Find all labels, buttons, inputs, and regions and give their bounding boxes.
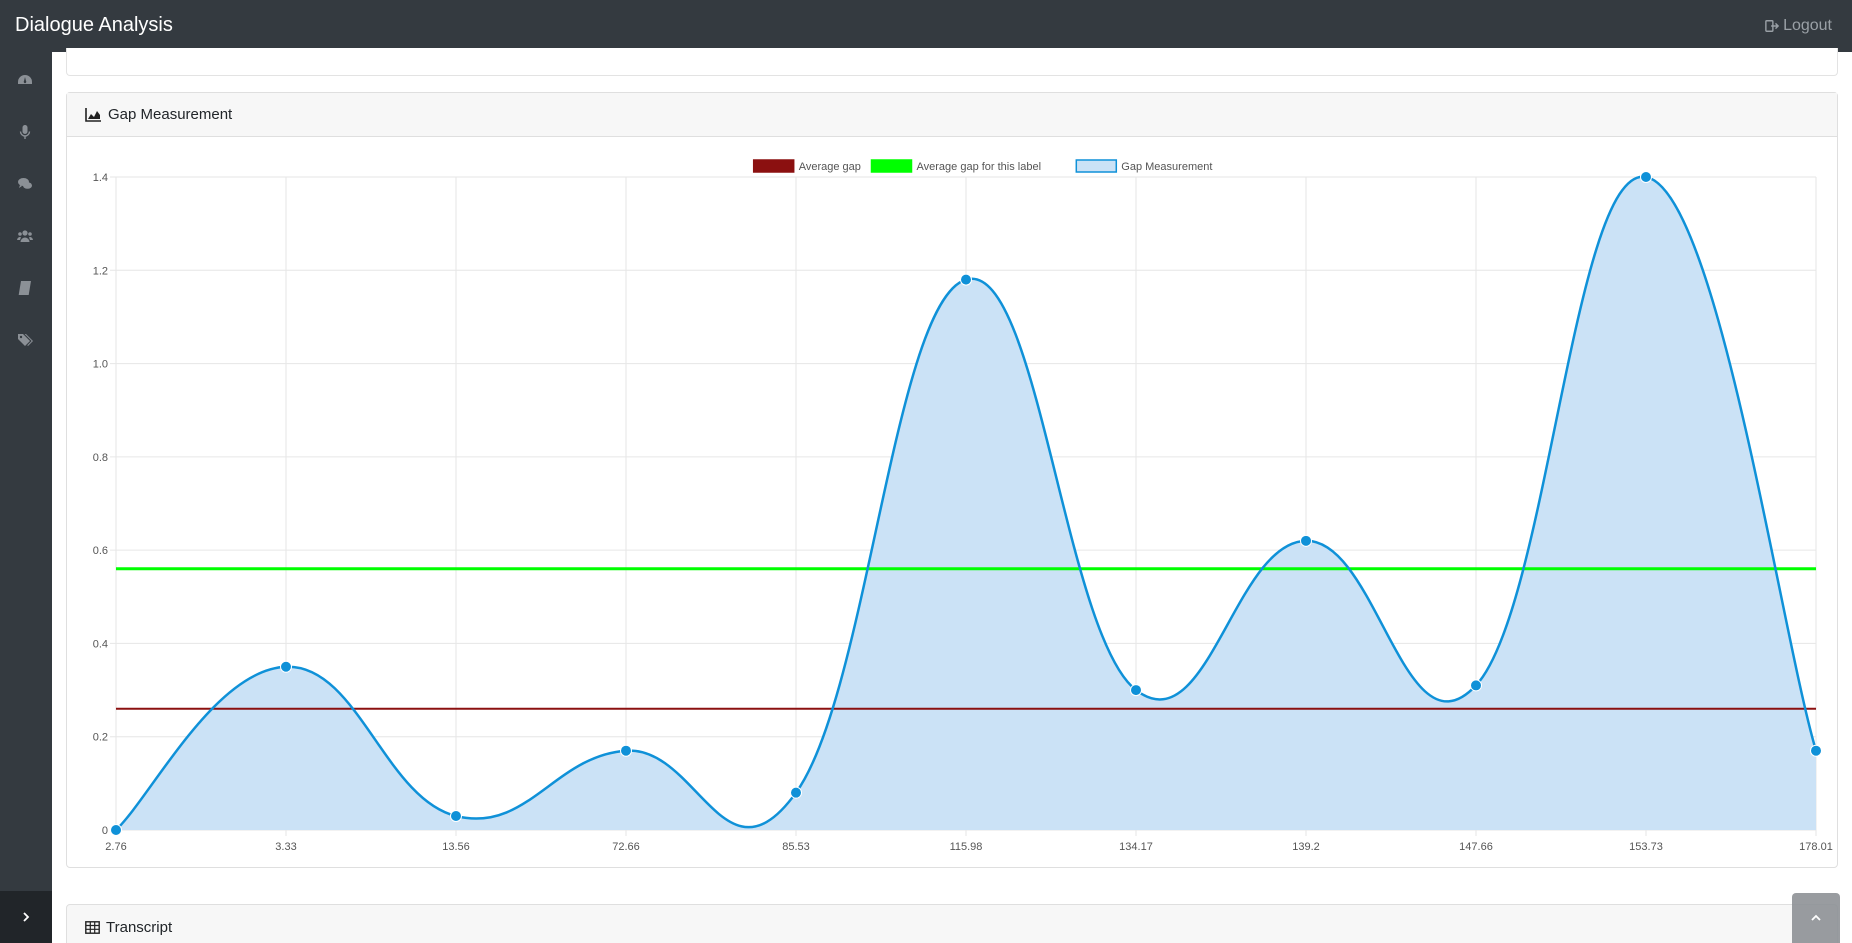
legend-swatch (870, 159, 913, 173)
x-tick-label: 3.33 (275, 841, 296, 853)
logout-label: Logout (1783, 17, 1832, 34)
area-chart-icon (85, 108, 101, 122)
card-title: Gap Measurement (108, 106, 233, 123)
y-tick-label: 1.0 (93, 359, 108, 371)
data-point (960, 273, 972, 286)
x-tick-label: 153.73 (1629, 841, 1663, 853)
x-tick-label: 85.53 (782, 841, 810, 853)
y-tick-label: 1.4 (93, 172, 108, 184)
y-tick-label: 0.6 (93, 545, 108, 557)
dashboard-icon[interactable] (14, 69, 36, 91)
sidebar (0, 52, 52, 943)
gap-measurement-card: Gap Measurement 0 0.2 0.4 0.6 0.8 1.0 1.2 1.4 2.… (66, 92, 1838, 868)
data-point (1810, 744, 1822, 757)
book-icon[interactable] (14, 277, 36, 299)
sign-out-icon (1765, 20, 1780, 32)
data-point (1130, 684, 1142, 697)
data-point (110, 824, 122, 836)
gap-chart: 0 0.2 0.4 0.6 0.8 1.0 1.2 1.4 2.76 3.33 13.56 72.66… (67, 137, 1837, 867)
data-point (450, 810, 462, 823)
y-tick-label: 0 (102, 825, 108, 837)
top-navbar: Dialogue Analysis Logout (0, 0, 1852, 52)
app-title[interactable]: Dialogue Analysis (15, 14, 173, 36)
table-icon (85, 920, 100, 934)
logout-button[interactable]: Logout (1765, 17, 1832, 35)
transcript-card: Transcript (66, 904, 1838, 943)
gap-chart-svg: 0 0.2 0.4 0.6 0.8 1.0 1.2 1.4 2.76 3.33 13.56 72.66… (93, 159, 1833, 853)
x-tick-label: 147.66 (1459, 841, 1493, 853)
legend-swatch (752, 159, 795, 173)
card-header: Transcript (67, 905, 1837, 943)
x-tick-label: 72.66 (612, 841, 640, 853)
gap-measurement-area (116, 176, 1816, 830)
chevron-up-icon (1811, 914, 1821, 921)
data-point (790, 786, 802, 799)
x-tick-label: 2.76 (105, 841, 126, 853)
x-tick-label: 139.2 (1292, 841, 1320, 853)
legend-label: Gap Measurement (1121, 161, 1212, 173)
x-tick-label: 178.01 (1799, 841, 1833, 853)
scroll-to-top-button[interactable] (1792, 893, 1840, 943)
users-icon[interactable] (14, 225, 36, 247)
tags-icon[interactable] (14, 329, 36, 351)
data-point (280, 660, 292, 673)
data-point (620, 744, 632, 757)
card-header: Gap Measurement (67, 93, 1837, 137)
previous-card-bottom (66, 48, 1838, 76)
legend-label: Average gap for this label (917, 161, 1042, 173)
y-tick-label: 1.2 (93, 265, 108, 277)
sidebar-toggle-button[interactable] (0, 891, 52, 943)
y-tick-label: 0.2 (93, 732, 108, 744)
x-tick-label: 134.17 (1119, 841, 1153, 853)
main-content: Gap Measurement 0 0.2 0.4 0.6 0.8 1.0 1.2 1.4 2.… (52, 48, 1852, 943)
card-title: Transcript (106, 918, 173, 936)
data-point (1640, 171, 1652, 183)
x-tick-label: 115.98 (950, 841, 983, 853)
data-point (1470, 679, 1482, 692)
legend-label: Average gap (799, 161, 861, 173)
legend-swatch (1075, 159, 1118, 173)
comments-icon[interactable] (14, 173, 36, 195)
y-tick-label: 0.8 (93, 452, 108, 464)
y-tick-label: 0.4 (93, 638, 108, 650)
microphone-icon[interactable] (14, 121, 36, 143)
x-tick-label: 13.56 (442, 841, 470, 853)
chevron-right-icon (23, 912, 30, 922)
data-point (1300, 534, 1312, 547)
